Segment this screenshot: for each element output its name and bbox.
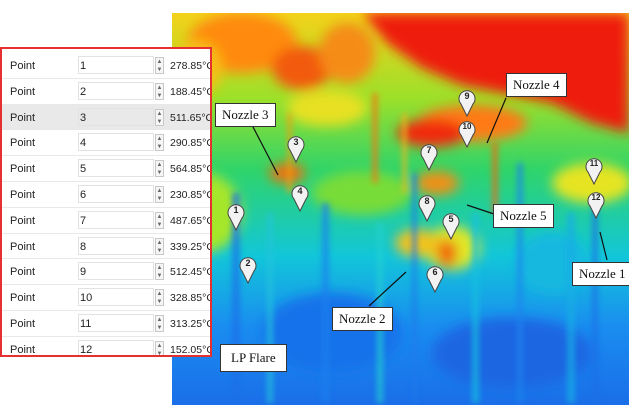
point-row[interactable]: Point 7 ▲ ▼ 487.65°C [2,208,212,234]
point-label: Point [10,111,36,124]
marker-pin-icon[interactable]: 9 [458,89,476,117]
point-temperature: 339.25°C [170,240,212,253]
point-number-field[interactable] [78,210,154,229]
point-number-field[interactable] [78,185,154,203]
point-temperature: 511.65°C [170,111,212,124]
point-temperature: 278.85°C [170,60,212,72]
point-number-field[interactable] [78,159,154,178]
point-temperature: 328.85°C [170,292,212,305]
marker-pin-icon[interactable]: 12 [587,191,605,219]
callout-nozzle-5: Nozzle 5 [493,204,554,228]
point-label: Point [10,318,36,330]
point-temperature: 487.65°C [170,214,212,227]
point-row[interactable]: Point 6 ▲ ▼ 230.85°C [2,182,212,208]
callout-nozzle-1: Nozzle 1 [572,262,629,286]
point-row[interactable]: Point 11 ▲ ▼ 313.25°C [2,311,212,337]
point-temperature: 290.85°C [170,137,212,150]
spinner-arrows-icon[interactable]: ▲ ▼ [155,186,164,203]
point-number-field[interactable] [78,107,154,126]
callout-nozzle-2: Nozzle 2 [332,307,393,331]
point-row[interactable]: Point 8 ▲ ▼ 339.25°C [2,234,212,260]
marker-pin-icon[interactable]: 10 [458,120,476,148]
spinner-arrows-icon[interactable]: ▲ ▼ [155,237,164,255]
point-row[interactable]: Point 5 ▲ ▼ 564.85°C [2,156,212,182]
point-row[interactable]: Point 2 ▲ ▼ 188.45°C [2,79,212,105]
point-number-field[interactable] [78,56,154,74]
point-temperature: 230.85°C [170,189,212,201]
spinner-arrows-icon[interactable]: ▲ ▼ [155,340,164,357]
marker-pin-icon[interactable]: 2 [239,256,257,284]
point-number: 3 [80,111,87,124]
marker-pin-icon[interactable]: 6 [426,265,444,293]
point-number-field[interactable] [78,236,154,255]
marker-pin-icon[interactable]: 5 [442,212,460,240]
point-number: 5 [80,163,87,176]
spinner-arrows-icon[interactable]: ▲ ▼ [155,315,164,332]
point-number-field[interactable] [78,81,154,100]
point-label: Point [10,189,36,201]
point-temperature: 564.85°C [170,163,212,176]
point-number-field[interactable] [78,133,154,152]
point-number: 9 [80,266,87,279]
point-label: Point [10,85,36,98]
point-row[interactable]: Point 4 ▲ ▼ 290.85°C [2,130,212,157]
point-temperature: 313.25°C [170,318,212,330]
point-number: 1 [80,60,87,72]
point-label: Point [10,163,36,176]
spinner-arrows-icon[interactable]: ▲ ▼ [155,108,164,126]
point-temperature: 152.05°C [170,343,212,356]
point-number: 12 [80,343,93,356]
spinner-arrows-icon[interactable]: ▲ ▼ [155,57,164,74]
point-number: 8 [80,240,87,253]
point-label: Point [10,240,36,253]
point-number: 6 [80,189,87,201]
point-label: Point [10,292,36,305]
point-row[interactable]: Point 9 ▲ ▼ 512.45°C [2,259,212,286]
point-row-selected[interactable]: Point 3 ▲ ▼ 511.65°C [2,104,212,131]
point-number-field[interactable] [78,262,154,281]
point-label: Point [10,137,36,150]
spinner-arrows-icon[interactable]: ▲ ▼ [155,289,164,307]
point-number-field[interactable] [78,314,154,332]
point-label: Point [10,214,36,227]
point-temperature: 188.45°C [170,85,212,98]
marker-pin-icon[interactable]: 4 [291,184,309,212]
point-number: 10 [80,292,93,305]
point-number: 2 [80,85,87,98]
marker-pin-icon[interactable]: 1 [227,203,245,231]
point-number: 7 [80,214,87,227]
point-number: 4 [80,137,87,150]
point-row[interactable]: Point 12 ▲ ▼ 152.05°C [2,337,212,357]
point-label: Point [10,266,36,279]
marker-pin-icon[interactable]: 7 [420,143,438,171]
spinner-arrows-icon[interactable]: ▲ ▼ [155,263,164,281]
point-row[interactable]: Point 10 ▲ ▼ 328.85°C [2,285,212,311]
point-temperature: 512.45°C [170,266,212,279]
callout-lp-flare: LP Flare [220,344,287,372]
marker-pin-icon[interactable]: 3 [287,135,305,163]
point-number-field[interactable] [78,288,154,307]
point-row[interactable]: Point 1 ▲ ▼ 278.85°C [2,53,212,79]
spinner-arrows-icon[interactable]: ▲ ▼ [155,134,164,152]
callout-nozzle-3: Nozzle 3 [215,103,276,127]
spinner-arrows-icon[interactable]: ▲ ▼ [155,160,164,178]
point-number-field[interactable] [78,339,154,355]
marker-pin-icon[interactable]: 8 [418,194,436,222]
point-number: 11 [80,318,92,330]
spinner-arrows-icon[interactable]: ▲ ▼ [155,82,164,100]
point-label: Point [10,343,36,356]
marker-pin-icon[interactable]: 11 [585,157,603,185]
spinner-arrows-icon[interactable]: ▲ ▼ [155,211,164,229]
points-panel: Point 1 ▲ ▼ 278.85°C Point 2 ▲ ▼ 188.45°C … [0,47,212,357]
point-label: Point [10,60,36,72]
callout-nozzle-4: Nozzle 4 [506,73,567,97]
